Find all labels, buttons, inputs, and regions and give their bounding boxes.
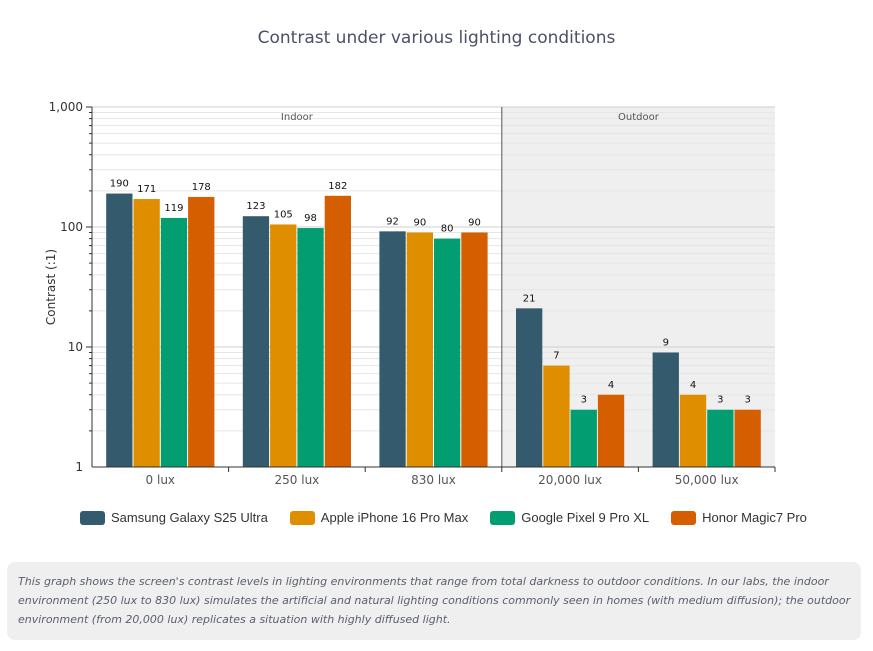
x-tick-label: 50,000 lux: [675, 473, 739, 487]
legend-label: Samsung Galaxy S25 Ultra: [111, 510, 268, 525]
data-label: 3: [744, 395, 750, 406]
bar: [188, 196, 215, 468]
bar: [297, 228, 324, 467]
bar: [543, 365, 570, 467]
bar: [133, 199, 160, 467]
x-tick-label: 20,000 lux: [538, 473, 602, 487]
data-label: 92: [386, 216, 399, 227]
legend-swatch: [490, 510, 516, 525]
data-label: 171: [137, 184, 156, 195]
legend-label: Honor Magic7 Pro: [702, 510, 807, 525]
legend-swatch: [80, 510, 105, 525]
region-label-outdoor: Outdoor: [618, 112, 660, 123]
data-label: 119: [164, 203, 183, 214]
bar: [652, 352, 679, 467]
bar: [106, 193, 133, 467]
bar: [516, 308, 543, 467]
data-label: 98: [304, 213, 317, 224]
bar: [242, 216, 270, 467]
x-tick-label: 830 lux: [411, 473, 456, 487]
bar: [734, 409, 761, 467]
legend-item[interactable]: Google Pixel 9 Pro XL: [490, 510, 649, 525]
bar: [270, 224, 297, 467]
chart-caption: This graph shows the screen's contrast l…: [7, 562, 861, 640]
data-label: 4: [690, 380, 696, 391]
data-label: 7: [553, 351, 559, 362]
data-label: 178: [192, 182, 211, 193]
legend-item[interactable]: Honor Magic7 Pro: [671, 510, 807, 525]
y-tick-label: 1,000: [49, 100, 83, 114]
bar: [379, 231, 406, 467]
legend-item[interactable]: Samsung Galaxy S25 Ultra: [80, 510, 268, 525]
bar: [324, 195, 351, 467]
bar: [707, 409, 734, 467]
bar: [160, 217, 188, 467]
bar-chart: Indoor Outdoor190123922191711059074119988…: [44, 100, 776, 487]
bar: [570, 409, 597, 467]
data-label: 4: [608, 380, 614, 391]
bar: [406, 232, 433, 467]
x-tick-label: 250 lux: [275, 473, 320, 487]
legend-swatch: [289, 510, 315, 525]
legend-swatch: [671, 510, 697, 525]
x-tick-label: 0 lux: [146, 473, 176, 487]
legend-label: Apple iPhone 16 Pro Max: [320, 510, 469, 525]
data-label: 105: [274, 209, 293, 220]
bar: [461, 232, 488, 467]
region-label-indoor: Indoor: [281, 112, 314, 123]
y-tick-label: 1: [75, 460, 83, 474]
chart-title: Contrast under various lighting conditio…: [257, 28, 616, 48]
y-tick-label: 10: [68, 340, 83, 354]
legend-label: Google Pixel 9 Pro XL: [521, 510, 650, 525]
data-label: 123: [246, 201, 265, 212]
data-label: 3: [581, 395, 587, 406]
bar: [434, 238, 461, 467]
data-label: 21: [523, 293, 536, 304]
y-tick-label: 100: [60, 220, 83, 234]
bar: [679, 394, 707, 467]
data-label: 80: [441, 224, 454, 235]
legend: Samsung Galaxy S25 Ultra Apple iPhone 16 …: [80, 510, 829, 525]
data-label: 90: [413, 217, 426, 228]
data-label: 3: [717, 395, 723, 406]
bar: [597, 394, 625, 467]
data-label: 190: [110, 179, 129, 190]
data-label: 9: [663, 337, 669, 348]
data-label: 90: [468, 217, 481, 228]
y-axis-title: Contrast (:1): [44, 249, 58, 325]
legend-item[interactable]: Apple iPhone 16 Pro Max: [289, 510, 469, 525]
region-background-outdoor: [501, 107, 775, 467]
data-label: 182: [328, 181, 347, 192]
